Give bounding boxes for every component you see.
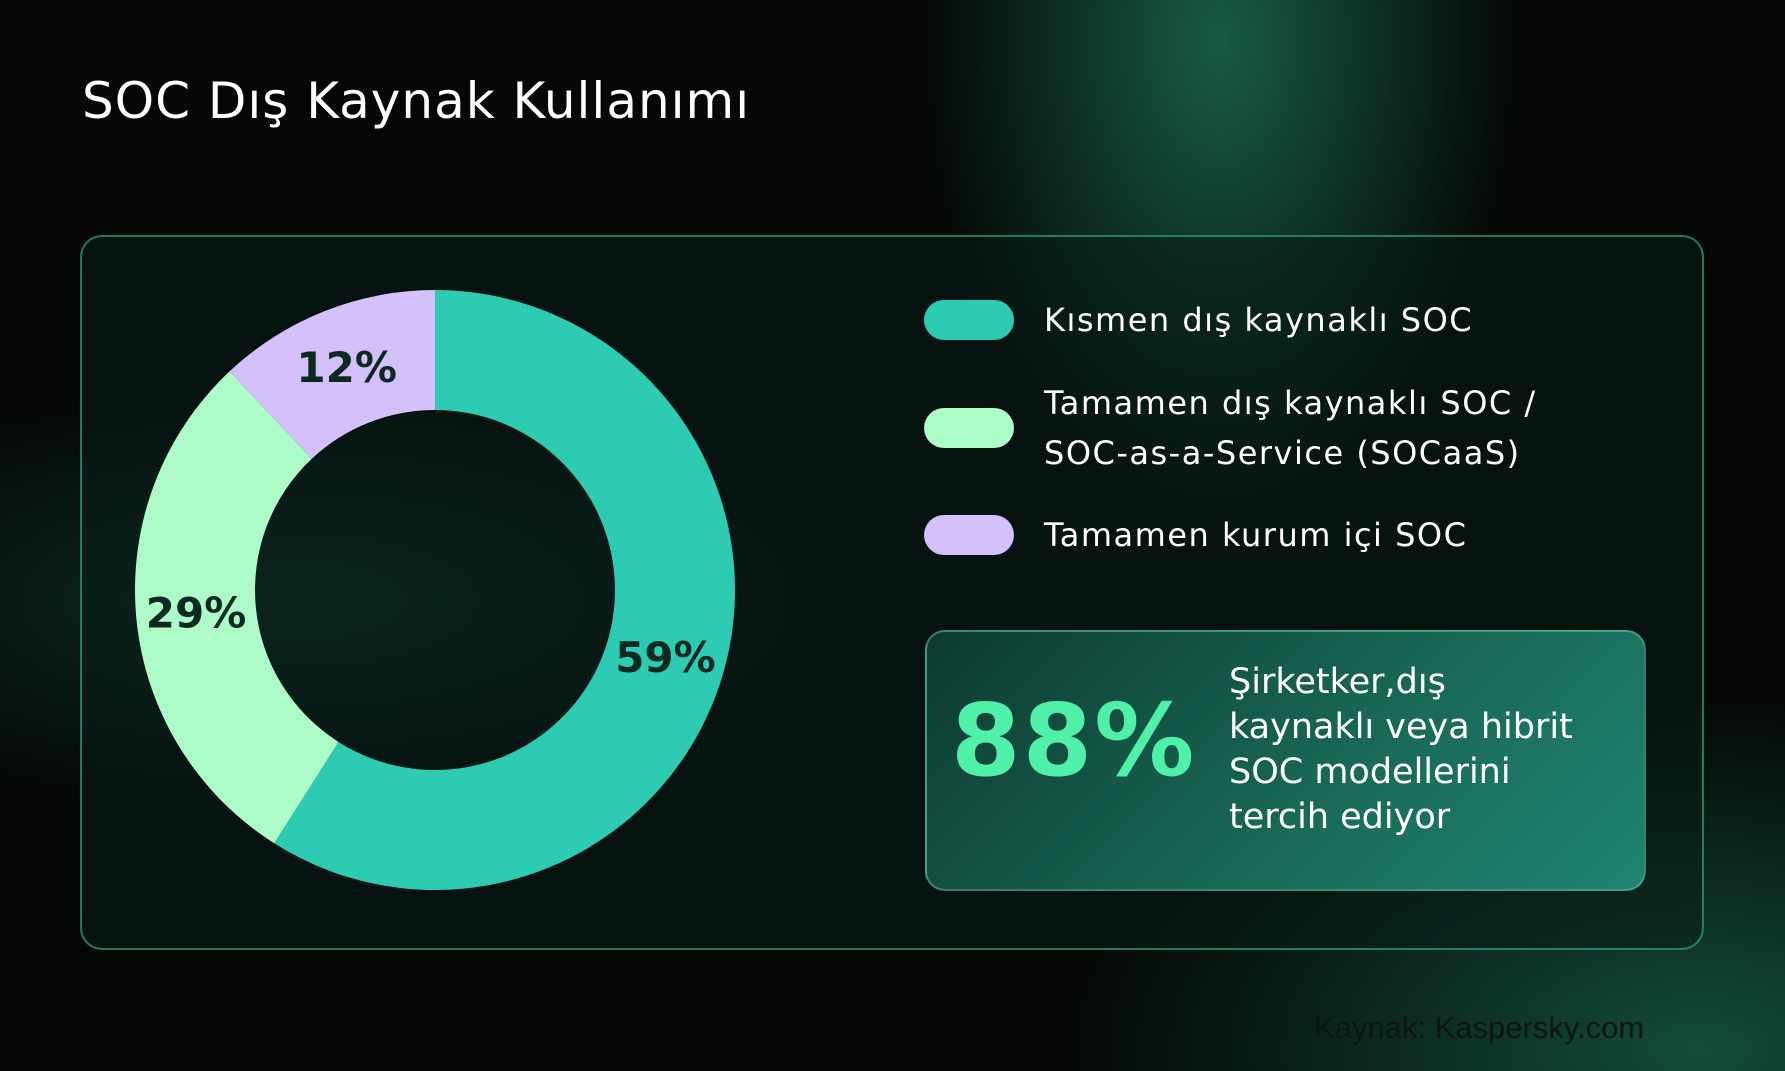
slice-label-1: 29%: [146, 589, 247, 638]
slice-label-0: 59%: [615, 633, 716, 682]
legend-item-full: Tamamen dış kaynaklı SOC / SOC-as-a-Serv…: [924, 378, 1537, 478]
donut-slice-0: [274, 290, 735, 890]
legend-label-line: SOC-as-a-Service (SOCaaS): [1044, 434, 1521, 472]
legend-item-partial: Kısmen dış kaynaklı SOC: [924, 295, 1473, 345]
stat-text: Şirketker,dış kaynaklı veya hibrit SOC m…: [1229, 660, 1629, 840]
legend-label-line: Tamamen dış kaynaklı SOC /: [1044, 384, 1537, 422]
slice-label-2: 12%: [296, 343, 397, 392]
stat-line: Şirketker,dış: [1229, 662, 1446, 702]
legend-swatch: [924, 300, 1014, 340]
source-note: Kaynak: Kaspersky.com: [1314, 1010, 1645, 1045]
legend-label: Kısmen dış kaynaklı SOC: [1044, 301, 1474, 339]
stat-line: SOC modellerini: [1229, 752, 1511, 792]
legend-swatch: [924, 515, 1014, 555]
stat-line: tercih ediyor: [1229, 797, 1451, 837]
donut-slice-1: [134, 371, 339, 844]
legend-swatch: [924, 408, 1014, 448]
legend-label: Tamamen kurum içi SOC: [1044, 516, 1468, 554]
page-title: SOC Dış Kaynak Kullanımı: [82, 72, 751, 130]
legend-label: Tamamen dış kaynaklı SOC / SOC-as-a-Serv…: [1044, 378, 1537, 478]
stat-line: kaynaklı veya hibrit: [1229, 707, 1573, 747]
stat-box: 88% Şirketker,dış kaynaklı veya hibrit S…: [925, 630, 1646, 891]
stat-value: 88%: [951, 682, 1197, 799]
legend-item-inhouse: Tamamen kurum içi SOC: [924, 510, 1467, 560]
donut-slice-2: [229, 290, 435, 459]
